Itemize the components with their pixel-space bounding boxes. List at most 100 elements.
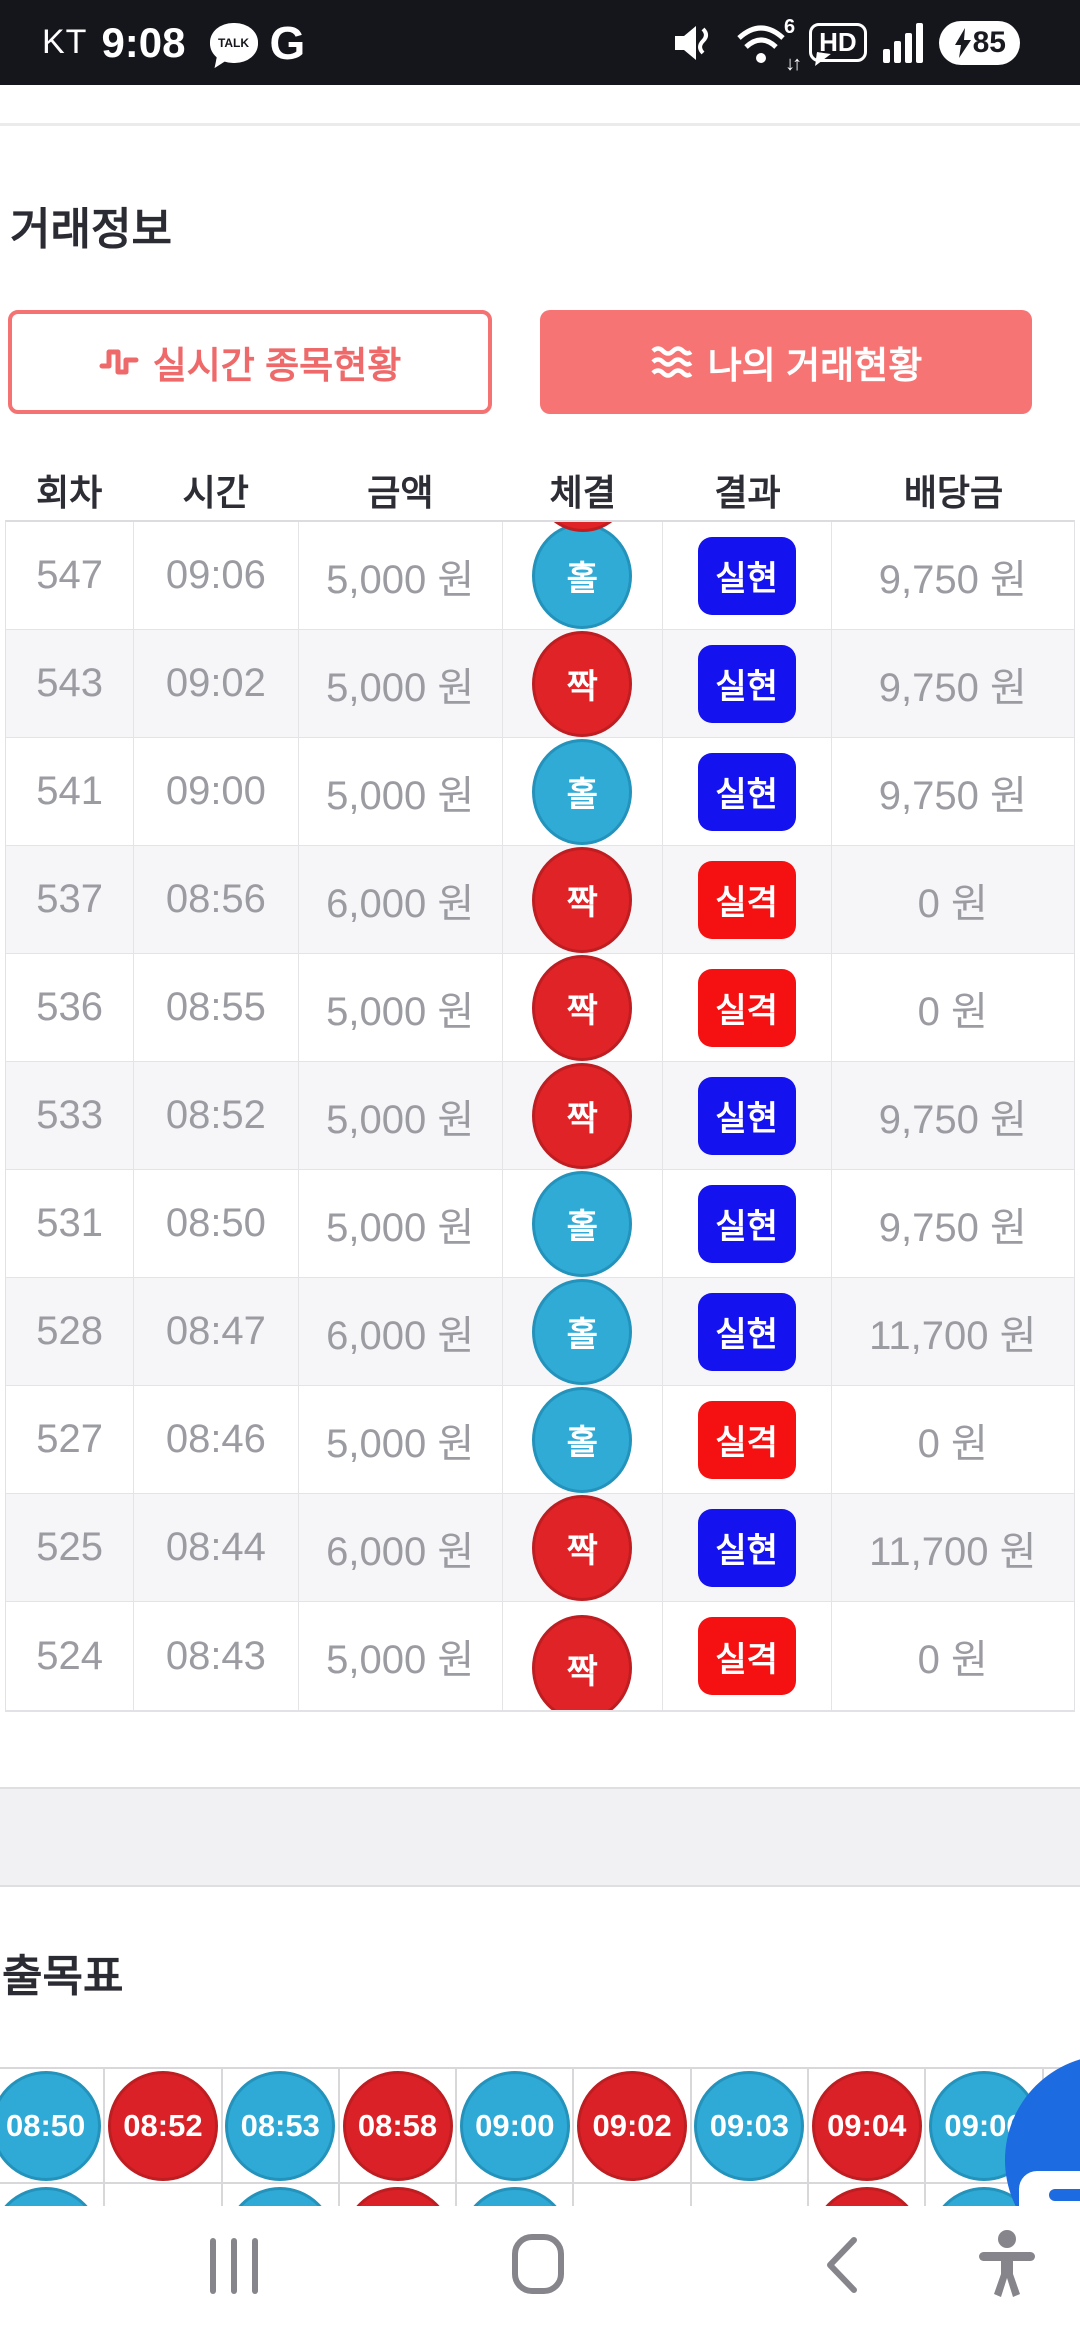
- cell-pick: 홀: [503, 738, 663, 845]
- kakaotalk-notification-icon: TALK: [209, 22, 258, 63]
- table-row: 533 08:52 5,000 원 짝 실현 9,750 원: [6, 1062, 1074, 1170]
- cell-pick: 짝: [503, 1062, 663, 1169]
- cell-round: 528: [6, 1278, 135, 1385]
- table-row: 531 08:50 5,000 원 홀 실현 9,750 원: [6, 1170, 1074, 1278]
- charging-bolt-icon: [954, 27, 971, 58]
- accessibility-button[interactable]: [975, 2228, 1039, 2305]
- cell-amount: 5,000 원: [299, 1170, 503, 1277]
- cell-amount: 5,000 원: [299, 1386, 503, 1493]
- cell-pick: 짝: [503, 954, 663, 1061]
- result-dot: 09:04: [811, 2070, 922, 2181]
- action-buttons: 실시간 종목현황 나의 거래현황: [8, 310, 1080, 414]
- my-trades-button[interactable]: 나의 거래현황: [540, 310, 1032, 414]
- cell-result: 실현: [663, 1062, 832, 1169]
- cell-payout: 0 원: [917, 881, 988, 926]
- cell-pick: 짝: [503, 630, 663, 737]
- realtime-stocks-label: 실시간 종목현황: [152, 345, 402, 386]
- result-badge: 실현: [697, 752, 796, 831]
- cell-time: 09:00: [134, 738, 299, 845]
- cell-payout: 9,750 원: [878, 773, 1027, 818]
- cell-round: 531: [6, 1170, 135, 1277]
- pick-circle: 홀: [532, 738, 633, 845]
- result-dot: 08:52: [107, 2070, 218, 2181]
- cell-amount: 6,000 원: [299, 1278, 503, 1385]
- cell-time: 09:02: [134, 630, 299, 737]
- trade-table: 회차 시간 금액 체결 결과 배당금 547 09:06 5,000 원 홀 실…: [5, 460, 1075, 1712]
- pick-circle: 짝: [532, 1062, 633, 1169]
- cell-round: 536: [6, 954, 135, 1061]
- cell-payout: 11,700 원: [869, 1529, 1037, 1574]
- result-dot: 08:53: [225, 2070, 336, 2181]
- home-button[interactable]: [512, 2234, 564, 2294]
- pick-circle: 홀: [532, 1386, 633, 1493]
- cell-result: 실현: [663, 1170, 832, 1277]
- g-app-notification-icon: G: [269, 16, 306, 69]
- back-button[interactable]: [822, 2236, 862, 2299]
- section-divider-band: [0, 1787, 1080, 1887]
- table-row: 536 08:55 5,000 원 짝 실격 0 원: [6, 954, 1074, 1062]
- cell-amount: 5,000 원: [299, 738, 503, 845]
- pick-circle: 홀: [532, 1170, 633, 1277]
- cell-time: 08:47: [134, 1278, 299, 1385]
- result-badge: 실현: [697, 536, 796, 615]
- cell-payout: 9,750 원: [878, 665, 1027, 710]
- recents-button[interactable]: [210, 2238, 258, 2294]
- wifi-6-icon: 6 ↓↑: [735, 16, 802, 75]
- cell-time: 08:56: [134, 846, 299, 953]
- cell-round: 537: [6, 846, 135, 953]
- table-row: 524 08:43 5,000 원 짝 실격 0 원: [6, 1602, 1074, 1710]
- result-badge: 실격: [697, 1400, 796, 1479]
- result-dot: 09:02: [577, 2070, 688, 2181]
- result-chart-grid[interactable]: 08:50 08:52 08:53 08:58 09:00 09:02 09:0…: [0, 2067, 1080, 2206]
- cell-result: 실격: [663, 846, 832, 953]
- cell-amount: 6,000 원: [299, 846, 503, 953]
- result-badge: 실격: [697, 1617, 796, 1695]
- result-chart-title: 출목표: [2, 1952, 124, 2001]
- hd-voice-icon: HD: [809, 23, 867, 62]
- result-dot: 09:00: [459, 2070, 570, 2181]
- cell-round: 524: [6, 1602, 135, 1710]
- cell-amount: 5,000 원: [299, 522, 503, 629]
- col-header-amount: 금액: [367, 472, 434, 513]
- result-dot: 08:58: [342, 2070, 453, 2181]
- cell-amount: 5,000 원: [299, 1602, 503, 1710]
- realtime-stocks-button[interactable]: 실시간 종목현황: [8, 310, 492, 414]
- result-badge: 실현: [697, 1184, 796, 1263]
- cell-round: 527: [6, 1386, 135, 1493]
- cell-time: 08:50: [134, 1170, 299, 1277]
- pick-circle: 짝: [532, 1494, 633, 1601]
- cell-time: 08:52: [134, 1062, 299, 1169]
- result-dot-clipped: [225, 2187, 336, 2206]
- cell-payout: 0 원: [917, 1638, 988, 1682]
- result-badge: 실현: [697, 1076, 796, 1155]
- cell-pick: 짝: [503, 1494, 663, 1601]
- cell-pick: 홀: [503, 522, 663, 629]
- pick-circle: 짝: [532, 954, 633, 1061]
- cell-time: 08:46: [134, 1386, 299, 1493]
- cell-round: 533: [6, 1062, 135, 1169]
- table-header: 회차 시간 금액 체결 결과 배당금: [5, 460, 1075, 520]
- table-row: 543 09:02 5,000 원 짝 실현 9,750 원: [6, 630, 1074, 738]
- cell-payout: 9,750 원: [878, 1097, 1027, 1142]
- result-dot: 08:50: [0, 2070, 101, 2181]
- cell-payout: 9,750 원: [878, 1205, 1027, 1250]
- col-header-result: 결과: [714, 472, 781, 513]
- carrier-label: KT: [42, 23, 88, 61]
- table-row: 547 09:06 5,000 원 홀 실현 9,750 원: [6, 522, 1074, 630]
- pick-circle: 홀: [532, 1278, 633, 1385]
- col-header-round: 회차: [36, 472, 103, 513]
- table-body[interactable]: 547 09:06 5,000 원 홀 실현 9,750 원 543 09:02…: [5, 520, 1075, 1712]
- status-bar: KT 9:08 TALK G 6 ↓↑ HD 85: [0, 0, 1080, 85]
- table-row: 541 09:00 5,000 원 홀 실현 9,750 원: [6, 738, 1074, 846]
- cell-time: 09:06: [134, 522, 299, 629]
- result-badge: 실격: [697, 968, 796, 1047]
- cell-time: 08:55: [134, 954, 299, 1061]
- my-trades-label: 나의 거래현황: [707, 345, 923, 386]
- result-dot: 09:03: [694, 2070, 805, 2181]
- clock: 9:08: [101, 18, 186, 66]
- cell-pick: 홀: [503, 1278, 663, 1385]
- table-row: 537 08:56 6,000 원 짝 실격 0 원: [6, 846, 1074, 954]
- cell-result: 실현: [663, 738, 832, 845]
- cell-round: 525: [6, 1494, 135, 1601]
